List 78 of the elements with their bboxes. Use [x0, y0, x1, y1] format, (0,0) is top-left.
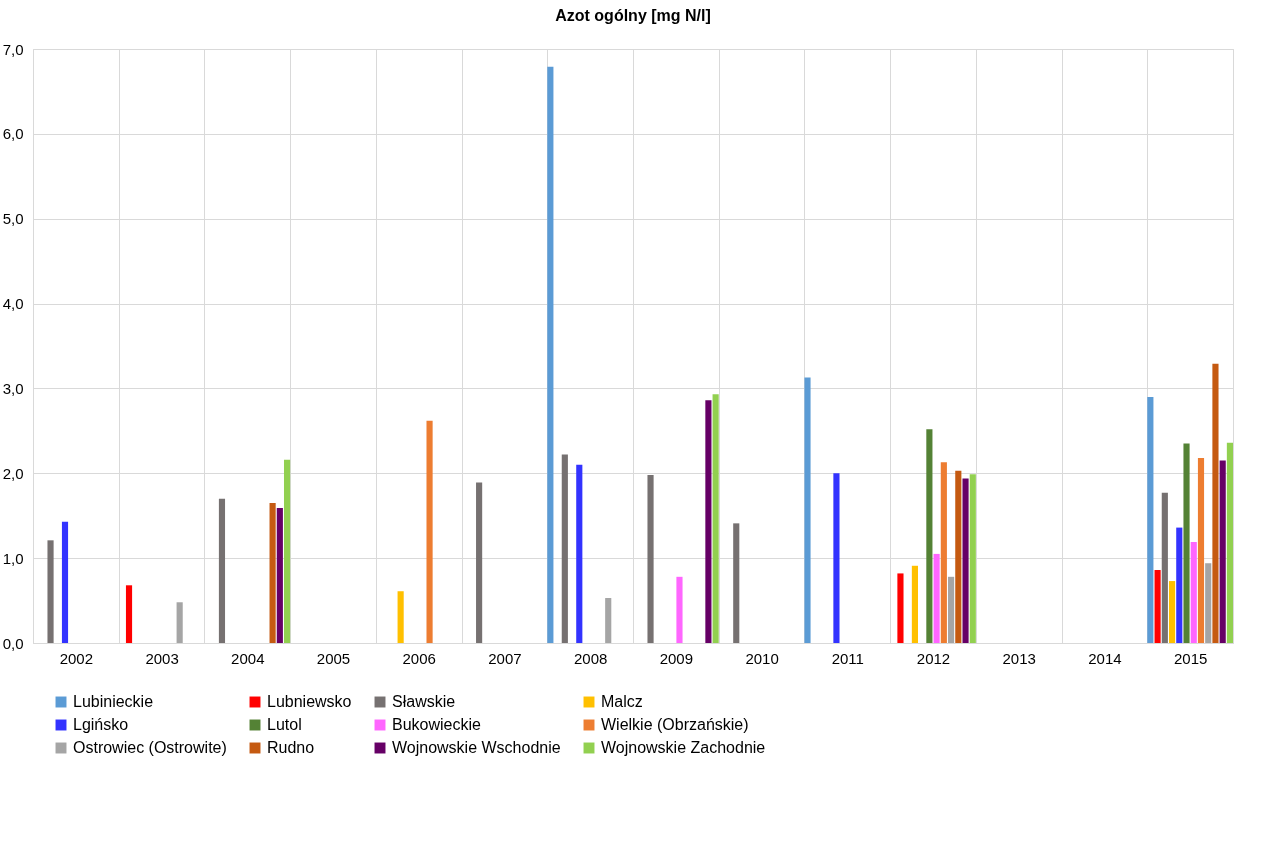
bar [1183, 443, 1190, 643]
bar [1161, 492, 1168, 643]
bar [125, 585, 133, 643]
x-tick-label: 2008 [573, 649, 608, 667]
bar [955, 470, 962, 643]
bar [269, 502, 276, 643]
bar [276, 508, 283, 643]
bar [176, 602, 183, 643]
x-tick-label: 2013 [1002, 649, 1036, 667]
legend-label: Wojnowskie Zachodnie [601, 739, 766, 756]
bar [948, 576, 955, 643]
legend-label: Malcz [601, 693, 643, 710]
legend-label: Rudno [267, 739, 315, 756]
bar [705, 400, 712, 643]
y-tick-label: 1,0 [2, 549, 24, 567]
bar [962, 478, 969, 643]
legend-label: Ostrowiec (Ostrowite) [73, 739, 227, 756]
x-tick-label: 2006 [402, 649, 436, 667]
bar [1168, 581, 1176, 643]
bar [1197, 458, 1205, 643]
bar [426, 420, 433, 643]
x-tick-label: 2010 [745, 649, 779, 667]
bar [833, 473, 840, 643]
y-tick-label: 4,0 [2, 295, 24, 313]
bar [933, 553, 940, 643]
bar [397, 591, 404, 643]
bar [969, 474, 976, 643]
bar [911, 565, 918, 643]
x-tick-label: 2004 [231, 649, 265, 667]
legend-label: Wielkie (Obrzańskie) [601, 716, 749, 733]
y-tick-label: 3,0 [2, 379, 24, 397]
x-tick-label: 2002 [59, 649, 94, 667]
bar [804, 377, 811, 643]
bar [712, 394, 719, 643]
legend-label: Lutol [267, 716, 302, 733]
bar [1190, 542, 1197, 643]
bar [1154, 570, 1161, 643]
x-tick-label: 2012 [916, 649, 951, 667]
legend-label: Wojnowskie Wschodnie [392, 739, 561, 756]
bar [283, 459, 291, 643]
bar [218, 498, 226, 643]
bar [605, 598, 612, 643]
legend-label: Lubniewsko [267, 693, 352, 710]
x-tick-label: 2007 [488, 649, 522, 667]
bar [1205, 563, 1212, 643]
y-tick-label: 0,0 [2, 634, 24, 652]
x-tick-label: 2014 [1088, 649, 1122, 667]
bar [476, 482, 483, 643]
bar [1212, 363, 1219, 643]
bar [1226, 442, 1233, 643]
bar [547, 66, 554, 643]
x-tick-label: 2015 [1173, 649, 1208, 667]
x-tick-label: 2003 [145, 649, 179, 667]
bar [926, 429, 933, 643]
bar [940, 462, 947, 643]
bar [897, 573, 904, 643]
legend-label: Sławskie [392, 693, 456, 710]
bar [1176, 527, 1183, 643]
x-tick-label: 2005 [316, 649, 351, 667]
chart-title: Azot ogólny [mg N/l] [555, 7, 711, 24]
legend-label: Bukowieckie [392, 716, 482, 733]
bar [676, 576, 683, 643]
bar [1147, 396, 1154, 643]
legend-label: Lubinieckie [73, 693, 154, 710]
bar [576, 464, 583, 643]
bar [61, 521, 69, 643]
bar [1219, 460, 1226, 643]
x-tick-label: 2011 [831, 649, 864, 667]
bar [647, 474, 654, 643]
y-tick-label: 7,0 [2, 40, 24, 58]
y-tick-label: 6,0 [2, 125, 24, 143]
bar [733, 523, 740, 643]
legend-label: Lgińsko [73, 716, 129, 733]
x-tick-label: 2009 [659, 649, 694, 667]
y-tick-label: 5,0 [2, 210, 24, 228]
y-tick-label: 2,0 [2, 464, 24, 482]
bar [561, 454, 568, 643]
bar [47, 540, 54, 643]
